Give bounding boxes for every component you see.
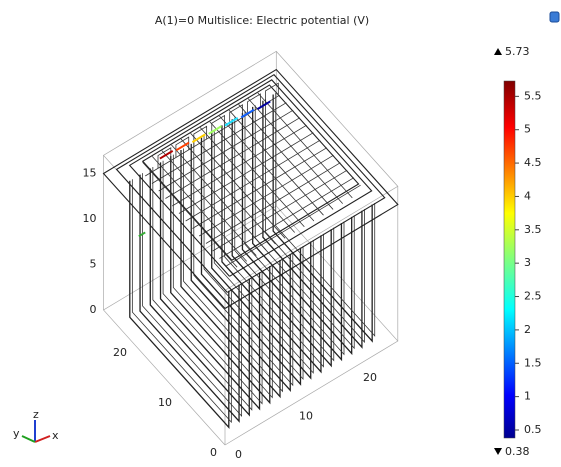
triad-z: z	[33, 408, 39, 421]
colorbar-tick-label: 2	[524, 323, 531, 336]
colorbar-tick-label: 5	[524, 123, 531, 136]
colorbar-tick-label: 1.5	[524, 356, 542, 369]
colorbar-tick-label: 4.5	[524, 156, 542, 169]
x-tick-label: 20	[363, 371, 377, 384]
y-tick-label: 20	[113, 346, 127, 359]
triad-x: x	[52, 429, 59, 442]
z-tick-label: 0	[90, 303, 97, 316]
triad-y: y	[13, 427, 20, 440]
y-tick-label: 10	[158, 396, 172, 409]
colorbar-tick-label: 1	[524, 390, 531, 403]
colorbar-tick-label: 3	[524, 256, 531, 269]
colorbar-tick-label: 0.5	[524, 423, 542, 436]
plot-title: A(1)=0 Multislice: Electric potential (V…	[155, 14, 369, 27]
y-tick-label: 0	[210, 446, 217, 459]
colorbar-tick-label: 3.5	[524, 223, 542, 236]
z-tick-label: 5	[90, 258, 97, 271]
page: A(1)=0 Multislice: Electric potential (V…	[0, 0, 561, 467]
z-tick-label: 10	[83, 212, 97, 225]
colorbar-tick-label: 4	[524, 189, 531, 202]
colorbar-min: 0.38	[505, 445, 530, 458]
x-tick-label: 0	[235, 448, 242, 461]
colorbar-max: 5.73	[505, 45, 530, 58]
colorbar	[504, 81, 515, 438]
colorbar-tick-label: 5.5	[524, 89, 542, 102]
z-tick-label: 15	[83, 167, 97, 180]
colorbar-tick-label: 2.5	[524, 290, 542, 303]
x-tick-label: 10	[299, 410, 313, 423]
window-icon[interactable]	[550, 12, 559, 22]
plot-window: A(1)=0 Multislice: Electric potential (V…	[0, 0, 561, 467]
